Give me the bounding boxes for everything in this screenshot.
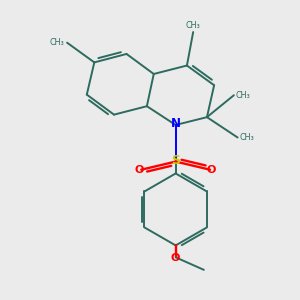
Text: O: O xyxy=(135,165,144,175)
Text: CH₃: CH₃ xyxy=(50,38,64,47)
Text: O: O xyxy=(207,165,216,175)
Text: S: S xyxy=(171,154,180,167)
Text: N: N xyxy=(171,117,181,130)
Text: CH₃: CH₃ xyxy=(236,91,250,100)
Text: O: O xyxy=(170,253,179,263)
Text: CH₃: CH₃ xyxy=(186,21,201,30)
Text: CH₃: CH₃ xyxy=(239,133,254,142)
